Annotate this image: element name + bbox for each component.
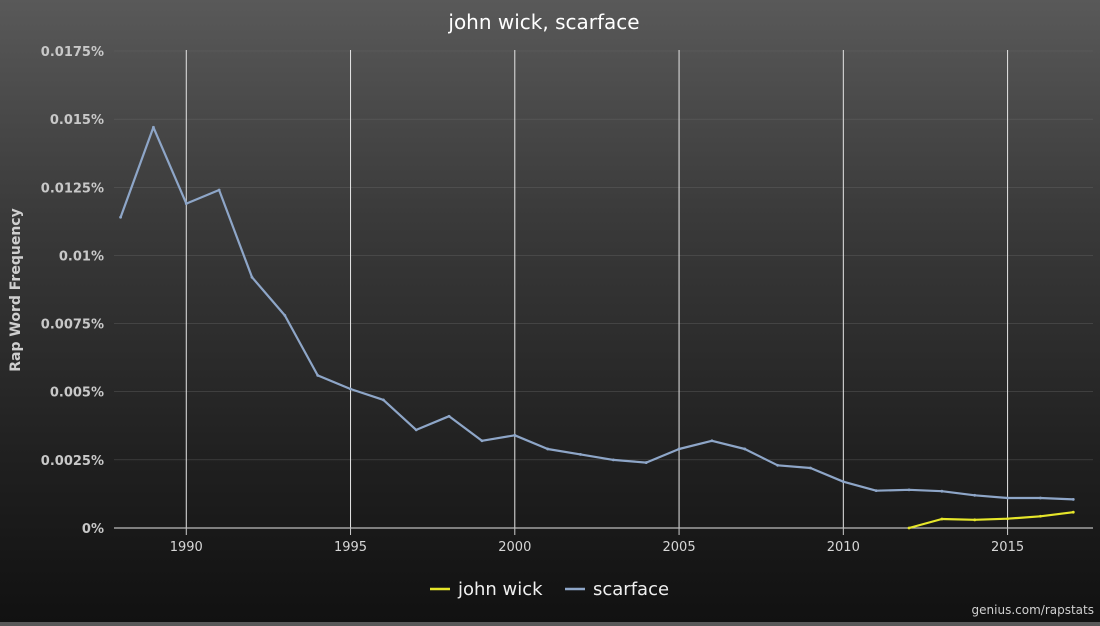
legend: john wick scarface (430, 579, 669, 600)
data-point (283, 313, 287, 317)
series-line-scarface (119, 126, 1075, 501)
data-point (907, 526, 911, 530)
y-tick-label: 0.0125% (41, 181, 104, 196)
y-tick-label: 0.0075% (41, 318, 104, 333)
x-tick-label: 2015 (991, 540, 1024, 555)
data-point (414, 428, 418, 432)
data-point (1039, 514, 1042, 518)
data-point (874, 489, 878, 493)
data-point (644, 461, 648, 464)
data-point (940, 489, 944, 493)
y-axis-ticks: 0% 0.0025% 0.005% 0.0075% 0.01% 0.0125% 0.015%… (41, 45, 104, 537)
data-point (349, 387, 352, 391)
data-point (611, 458, 615, 462)
data-point (1006, 496, 1009, 500)
data-point (184, 202, 188, 206)
legend-item-john-wick[interactable]: john wick (430, 579, 543, 600)
data-point (1006, 517, 1009, 521)
source-credit: genius.com/rapstats (972, 603, 1094, 617)
series-lines (119, 125, 1075, 530)
x-axis-ticks: 1990 1995 2000 2005 2010 2015 (170, 540, 1024, 555)
y-tick-label: 0.015% (50, 113, 104, 128)
chart-title: john wick, scarface (447, 10, 639, 34)
data-point (841, 480, 845, 484)
y-axis-label: Rap Word Frequency (8, 208, 24, 371)
data-point (250, 275, 254, 279)
data-point (907, 488, 911, 492)
data-point (119, 215, 122, 219)
series-line-john-wick (907, 511, 1075, 530)
data-point (710, 439, 714, 443)
y-tick-label: 0.005% (50, 386, 104, 401)
grid-lines (114, 50, 1093, 535)
data-point (1071, 497, 1075, 501)
x-tick-label: 2010 (827, 540, 860, 555)
data-point (152, 125, 155, 129)
data-point (513, 433, 517, 437)
data-point (809, 466, 812, 470)
data-point (743, 447, 747, 451)
data-point (1071, 510, 1075, 514)
legend-item-scarface[interactable]: scarface (565, 579, 669, 600)
data-point (776, 463, 780, 467)
x-tick-label: 2005 (663, 540, 696, 555)
data-point (973, 518, 977, 522)
data-point (381, 398, 385, 402)
y-tick-label: 0.0025% (41, 454, 104, 469)
x-tick-label: 2000 (498, 540, 531, 555)
data-point (940, 517, 944, 521)
data-point (546, 447, 550, 451)
data-point (1039, 496, 1042, 500)
data-point (447, 414, 451, 418)
legend-label: scarface (593, 579, 669, 600)
data-point (677, 447, 681, 451)
data-point (579, 453, 582, 456)
data-point (973, 493, 977, 497)
data-point (217, 188, 221, 192)
x-tick-label: 1990 (170, 540, 203, 555)
legend-label: john wick (457, 579, 543, 600)
x-tick-label: 1995 (334, 540, 367, 555)
y-tick-label: 0.01% (59, 249, 104, 264)
y-tick-label: 0.0175% (41, 45, 104, 60)
y-tick-label: 0% (82, 522, 104, 537)
data-point (316, 373, 320, 377)
data-point (480, 439, 484, 443)
